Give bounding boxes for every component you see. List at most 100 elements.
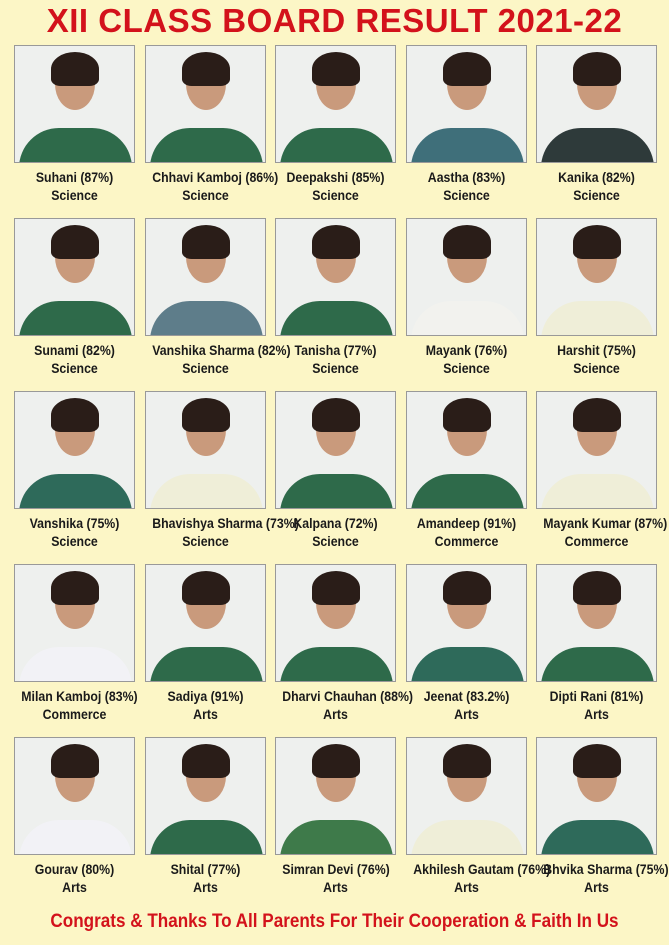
student-stream: Arts (584, 706, 609, 722)
student-stream: Arts (453, 706, 479, 722)
student-stream: Science (181, 360, 229, 376)
hair (312, 52, 360, 86)
uniform (149, 647, 263, 681)
uniform (149, 301, 263, 335)
student-card: Dipti Rani (81%) Arts (536, 564, 657, 737)
student-name: Akhilesh Gautam (76%) (412, 861, 550, 877)
student-stream: Science (312, 360, 359, 376)
student-card: Chhavi Kamboj (86%) Science (144, 45, 278, 218)
uniform (19, 820, 132, 854)
student-photo (14, 45, 135, 163)
uniform (280, 820, 393, 854)
student-card: Deepakshi (85%) Science (275, 45, 396, 218)
student-photo (536, 391, 657, 509)
student-card: Tanisha (77%) Science (275, 218, 396, 391)
student-photo (144, 391, 266, 509)
uniform (149, 128, 263, 162)
student-card: Akhilesh Gautam (76%) Arts (405, 737, 550, 910)
student-name: Shital (77%) (170, 861, 240, 877)
hair (573, 52, 621, 86)
uniform (541, 301, 654, 335)
hair (573, 225, 621, 259)
student-name: Harshit (75%) (557, 342, 636, 358)
hair (181, 744, 230, 778)
student-photo (275, 391, 396, 509)
student-card: Sadiya (91%) Arts (144, 564, 266, 737)
student-name: Amandeep (91%) (416, 515, 516, 531)
student-card: Gourav (80%) Arts (14, 737, 135, 910)
uniform (149, 474, 263, 508)
student-name: Simran Devi (76%) (282, 861, 390, 877)
student-name: Gourav (80%) (34, 861, 115, 877)
student-name: Dharvi Chauhan (88%) (282, 688, 414, 704)
student-photo (144, 564, 266, 682)
student-name: Kanika (82%) (558, 169, 635, 185)
student-name: Vanshika Sharma (82%) (151, 342, 291, 358)
hair (442, 398, 491, 432)
student-stream: Arts (192, 706, 218, 722)
student-name: Milan Kamboj (83%) (21, 688, 138, 704)
student-stream: Science (51, 360, 98, 376)
student-stream: Science (573, 360, 620, 376)
student-card: Aastha (83%) Science (405, 45, 527, 218)
student-photo (144, 737, 266, 855)
student-card: Kanika (82%) Science (536, 45, 657, 218)
student-name: Sunami (82%) (34, 342, 115, 358)
student-card: Mayank Kumar (87%) Commerce (536, 391, 667, 564)
student-name: Jeenat (83.2%) (423, 688, 509, 704)
uniform (410, 301, 524, 335)
student-stream: Arts (323, 706, 348, 722)
hair (51, 744, 99, 778)
student-photo (536, 737, 657, 855)
student-card: Harshit (75%) Science (536, 218, 657, 391)
student-name: Sadiya (91%) (166, 688, 244, 704)
student-photo (405, 391, 527, 509)
student-stream: Arts (584, 879, 609, 895)
hair (442, 744, 491, 778)
student-photo (14, 218, 135, 336)
student-card: Bhvika Sharma (75%) Arts (536, 737, 669, 910)
student-name: Bhavishya Sharma (73%) (151, 515, 299, 531)
student-photo (14, 391, 135, 509)
student-stream: Arts (192, 879, 218, 895)
footer-message: Congrats & Thanks To All Parents For The… (50, 911, 619, 932)
student-card: Suhani (87%) Science (14, 45, 135, 218)
hair (51, 52, 99, 86)
student-photo (536, 564, 657, 682)
student-stream: Science (51, 533, 98, 549)
student-name: Suhani (87%) (35, 169, 114, 185)
hair (312, 571, 360, 605)
hair (181, 52, 230, 86)
hair (312, 744, 360, 778)
uniform (280, 474, 393, 508)
uniform (19, 301, 132, 335)
student-photo (14, 564, 135, 682)
hair (442, 225, 491, 259)
hair (181, 571, 230, 605)
student-photo (275, 45, 396, 163)
student-name: Aastha (83%) (427, 169, 505, 185)
student-name: Dipti Rani (81%) (549, 688, 644, 704)
student-stream: Science (181, 533, 229, 549)
student-card: Simran Devi (76%) Arts (275, 737, 396, 910)
hair (181, 225, 230, 259)
student-stream: Science (442, 360, 490, 376)
uniform (410, 820, 524, 854)
student-card: Amandeep (91%) Commerce (405, 391, 527, 564)
student-card: Vanshika (75%) Science (14, 391, 135, 564)
student-photo (405, 218, 527, 336)
student-stream: Arts (323, 879, 348, 895)
student-card: Mayank (76%) Science (405, 218, 527, 391)
uniform (541, 128, 654, 162)
student-grid: Suhani (87%) Science Chhavi Kamboj (86%)… (14, 45, 669, 910)
uniform (280, 301, 393, 335)
student-card: Milan Kamboj (83%) Commerce (14, 564, 138, 737)
uniform (149, 820, 263, 854)
uniform (410, 128, 524, 162)
student-stream: Science (181, 187, 229, 203)
student-card: Sunami (82%) Science (14, 218, 135, 391)
uniform (19, 474, 132, 508)
student-name: Deepakshi (85%) (286, 169, 385, 185)
uniform (280, 647, 393, 681)
student-stream: Commerce (434, 533, 498, 549)
